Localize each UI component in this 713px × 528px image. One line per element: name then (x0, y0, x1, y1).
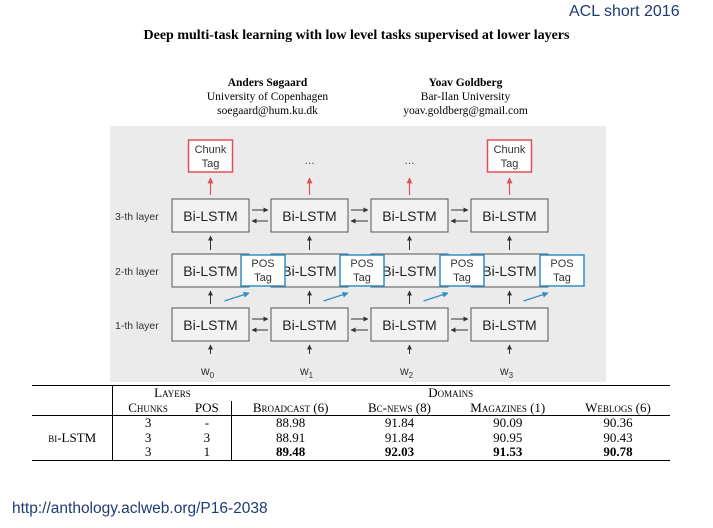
results-table: Layers Domains Chunks POS Broadcast (6) … (32, 385, 670, 461)
input-subscript: 2 (409, 371, 414, 380)
venue-label: ACL short 2016 (569, 3, 680, 20)
cell-weblogs: 90.36 (565, 415, 670, 431)
chunk-tag-label: Tag (501, 158, 519, 170)
layer-label: 1-th layer (115, 320, 159, 332)
bilstm-cell (470, 307, 549, 342)
cell-magazines: 90.09 (449, 415, 566, 431)
cell-broadcast: 89.48 (230, 444, 350, 461)
cell-magazines: 90.95 (493, 429, 523, 445)
pos-tag-label: Tag (353, 272, 371, 284)
model-name: bi-LSTM (48, 429, 97, 445)
pos-supervision-arrow (323, 291, 349, 302)
layer-label: 3-th layer (115, 211, 159, 223)
cell-chunks: 3 (112, 415, 183, 431)
table-column-header-row: Chunks POS Broadcast (6) Bc-news (8) Mag… (32, 399, 670, 416)
bilstm-cell (370, 198, 449, 233)
pos-supervision-arrow (224, 291, 250, 302)
author-affiliation: Bar-Ilan University (420, 91, 511, 103)
paper-title: Deep multi-task learning with low level … (143, 28, 570, 43)
architecture-diagram: 3-th layer 2-th layer 1-th layer Bi-LSTM Bi-… (110, 126, 606, 382)
pos-tag-label: Tag (453, 272, 471, 284)
author-affiliation: University of Copenhagen (206, 91, 329, 103)
col-bcnews: Bc-news (8) (368, 399, 431, 415)
bilstm-cell (171, 253, 250, 288)
ellipsis-label: ... (304, 153, 314, 167)
pos-tag-label: POS (550, 258, 573, 270)
bilstm-cell (171, 307, 250, 342)
table-row: 3 1 89.48 92.03 91.53 90.78 (32, 444, 670, 461)
col-chunks: Chunks (112, 400, 183, 416)
author-block-2: Yoav Goldberg Bar-Ilan University yoav.g… (378, 76, 553, 118)
chunk-tag-label: Chunk (195, 144, 227, 156)
author-name: Yoav Goldberg (428, 77, 503, 89)
bilstm-cell (171, 198, 250, 233)
bilstm-cell-label: Bi-LSTM (482, 208, 536, 224)
bilstm-cell-label: Bi-LSTM (382, 263, 436, 279)
pos-tag-box (439, 254, 485, 287)
cell-bcnews: 92.03 (349, 444, 450, 461)
cell-bcnews: 91.84 (349, 415, 450, 431)
author-email: yoav.goldberg@gmail.com (403, 105, 528, 117)
table-row: 3 - 88.98 91.84 90.09 90.36 (32, 415, 670, 431)
input-subscript: 3 (509, 371, 514, 380)
input-subscript: 1 (309, 371, 314, 380)
pos-supervision-arrow (423, 291, 449, 302)
bilstm-cell-label: Bi-LSTM (482, 263, 536, 279)
table-row: bi-LSTM 3 3 88.91 91.84 90.95 90.43 (32, 429, 670, 445)
chunk-tag-label: Tag (202, 158, 220, 170)
bilstm-cell-label: Bi-LSTM (382, 208, 436, 224)
domains-group-header: Domains (231, 385, 670, 401)
chunk-tag-box (187, 139, 234, 173)
cell-magazines: 91.53 (449, 444, 566, 461)
ellipsis-label: ... (404, 153, 414, 167)
pos-tag-label: POS (450, 258, 473, 270)
bilstm-cell-label: Bi-LSTM (183, 208, 237, 224)
pos-tag-label: POS (350, 258, 373, 270)
cell-chunks: 3 (112, 430, 183, 445)
bilstm-cell (270, 198, 349, 233)
pos-tag-label: Tag (553, 272, 571, 284)
bilstm-cell-label: Bi-LSTM (183, 317, 237, 333)
bilstm-cell (270, 307, 349, 342)
cell-pos: 3 (203, 429, 211, 445)
col-magazines: Magazines (1) (470, 399, 546, 415)
author-block-1: Anders Søgaard University of Copenhagen … (190, 76, 345, 118)
chunk-tag-box (486, 139, 533, 173)
paper-url-link[interactable]: http://anthology.aclweb.org/P16-2038 (12, 500, 268, 517)
bilstm-cell-label: Bi-LSTM (482, 317, 536, 333)
pos-supervision-arrow (523, 291, 549, 302)
layer-label: 2-th layer (115, 266, 159, 278)
bilstm-cell (470, 198, 549, 233)
author-email: soegaard@hum.ku.dk (217, 105, 318, 117)
bilstm-cell-label: Bi-LSTM (282, 263, 336, 279)
bilstm-cell-label: Bi-LSTM (382, 317, 436, 333)
bilstm-cell-label: Bi-LSTM (183, 263, 237, 279)
chunk-tag-label: Chunk (494, 144, 526, 156)
cell-broadcast: 88.91 (230, 430, 350, 445)
bilstm-cell-label: Bi-LSTM (282, 208, 336, 224)
cell-broadcast: 88.98 (230, 415, 350, 431)
cell-pos: 1 (182, 444, 232, 461)
cell-chunks: 3 (112, 444, 183, 461)
table-group-header-row: Layers Domains (32, 385, 670, 401)
pos-tag-label: Tag (254, 272, 272, 284)
bilstm-cell-label: Bi-LSTM (282, 317, 336, 333)
cell-weblogs: 90.78 (565, 444, 670, 461)
col-broadcast: Broadcast (6) (230, 400, 350, 416)
cell-weblogs: 90.43 (603, 429, 633, 445)
bilstm-cell (370, 307, 449, 342)
col-pos: POS (194, 399, 219, 415)
pos-tag-label: POS (251, 258, 274, 270)
layers-group-header: Layers (112, 385, 232, 401)
col-weblogs: Weblogs (6) (585, 399, 651, 415)
cell-bcnews: 91.84 (384, 429, 415, 445)
author-name: Anders Søgaard (227, 77, 308, 89)
cell-pos: - (182, 415, 232, 431)
pos-tag-box (240, 254, 286, 287)
pos-tag-box (539, 254, 585, 287)
input-subscript: 0 (210, 371, 215, 380)
pos-tag-box (339, 254, 385, 287)
